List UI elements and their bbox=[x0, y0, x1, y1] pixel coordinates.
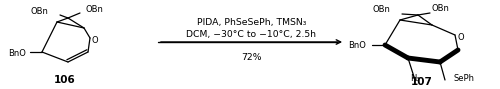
Text: OBn: OBn bbox=[85, 5, 103, 14]
Text: BnO: BnO bbox=[348, 41, 366, 50]
Text: N₃: N₃ bbox=[410, 74, 420, 83]
Text: O: O bbox=[457, 33, 464, 42]
Text: O: O bbox=[92, 36, 98, 45]
Text: 107: 107 bbox=[411, 77, 433, 87]
Text: SePh: SePh bbox=[453, 74, 474, 83]
Text: OBn: OBn bbox=[372, 5, 390, 14]
Text: PIDA, PhSeSePh, TMSN₃: PIDA, PhSeSePh, TMSN₃ bbox=[197, 18, 306, 27]
Text: 106: 106 bbox=[54, 75, 76, 85]
Text: DCM, −30°C to −10°C, 2.5h: DCM, −30°C to −10°C, 2.5h bbox=[186, 29, 316, 39]
Text: 72%: 72% bbox=[241, 53, 262, 62]
Text: BnO: BnO bbox=[8, 49, 26, 57]
Text: OBn: OBn bbox=[432, 4, 450, 13]
Text: OBn: OBn bbox=[30, 7, 48, 16]
